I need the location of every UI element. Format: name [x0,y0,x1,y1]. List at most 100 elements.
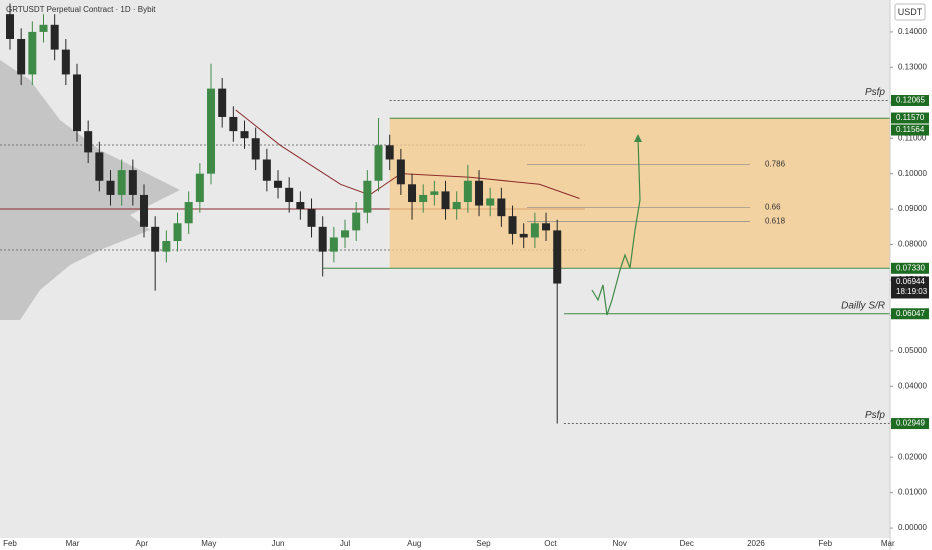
candle-body [28,31,37,75]
moving-average [235,109,580,199]
x-tick-label: Oct [544,539,557,548]
price-label-bg [891,124,929,136]
fib-label: 0.618 [765,217,786,226]
candle-body [128,170,137,195]
x-tick-label: Feb [818,539,832,548]
candle-body [173,223,182,242]
candle-body [151,226,160,252]
candle-body [408,184,417,203]
level-note: Psfp [865,410,885,421]
x-tick-label: Mar [66,539,80,548]
candle-body [274,180,283,188]
candle-body [475,180,484,206]
candle-body [117,170,126,195]
candle-body [463,180,472,203]
price-label: 0.11570 [896,113,925,122]
candle-body [162,241,171,252]
price-label: 0.02949 [896,419,925,428]
candle-body [262,159,271,181]
candle-body [61,49,70,75]
candle-body [341,230,350,238]
candle-body [542,223,551,231]
candle-body [39,24,48,32]
x-tick-label: Apr [136,539,149,548]
candle-body [396,159,405,185]
price-label-bg [891,276,929,299]
candle-body [106,180,115,195]
candle-body [218,88,227,117]
plot-bg [0,0,890,538]
fib-label: 0.786 [765,160,786,169]
x-tick-label: Mar [881,539,895,548]
price-label-bg [891,418,929,430]
y-tick-label: 0.11000 [898,133,927,142]
x-tick-label: 2026 [747,539,765,548]
price-label-bg [891,308,929,320]
y-tick-label: 0.09000 [898,204,927,213]
countdown: 18:19:03 [896,287,928,296]
candle-body [50,24,59,50]
candle-body [251,138,260,160]
y-tick-label: 0.10000 [898,169,927,178]
y-tick-label: 0.05000 [898,346,927,355]
price-label-bg [891,262,929,274]
price-label: 0.06944 [896,277,925,286]
volume-profile [0,60,180,320]
projection-path [591,137,641,316]
candle-body [73,74,82,132]
candle-body [385,145,394,160]
x-tick-label: May [201,539,216,548]
candle-body [229,116,238,132]
x-tick-label: Nov [613,539,627,548]
price-label: 0.06047 [896,309,925,318]
level-note: Psfp [865,87,885,98]
candle-body [519,233,528,238]
candle-body [296,202,305,210]
candle-body [419,194,428,203]
candle-body [508,216,517,234]
x-tick-label: Jun [272,539,285,548]
x-tick-label: Aug [407,539,421,548]
price-label: 0.11564 [896,125,925,134]
y-tick-label: 0.00000 [898,523,927,532]
candle-body [84,131,93,153]
x-tick-label: Dec [680,539,694,548]
candle-body [530,223,539,238]
candle-body [307,209,316,227]
candle-body [441,191,450,210]
y-tick-label: 0.13000 [898,62,927,71]
currency: USDT [898,7,923,17]
y-tick-label: 0.08000 [898,240,927,249]
candle-body [6,14,14,39]
candle-body [553,230,562,284]
candle-body [240,131,249,139]
candle-body [184,202,193,224]
x-tick-label: Feb [3,539,17,548]
y-tick-label: 0.02000 [898,452,927,461]
y-tick-label: 0.14000 [898,27,927,36]
price-label: 0.07330 [896,263,925,272]
candle-body [497,198,506,217]
candle-body [140,194,149,227]
time-axis-bg [0,538,890,550]
currency-box [894,3,926,21]
candle-body [486,198,495,206]
candle-body [363,180,372,213]
projection-arrow [634,134,642,142]
price-axis-bg [890,0,932,550]
candle-body [374,145,383,181]
candle-body [430,191,439,195]
candle-body [285,187,294,203]
y-tick-label: 0.01000 [898,488,927,497]
candle-body [195,173,204,203]
candle-body [329,237,338,252]
candle-body [17,38,26,75]
fib-label: 0.66 [765,202,781,211]
y-tick-label: 0.04000 [898,381,927,390]
level-note: Dailly S/R [841,300,885,311]
candle-body [318,226,327,252]
price-label-bg [891,94,929,106]
x-tick-label: Sep [476,539,491,548]
